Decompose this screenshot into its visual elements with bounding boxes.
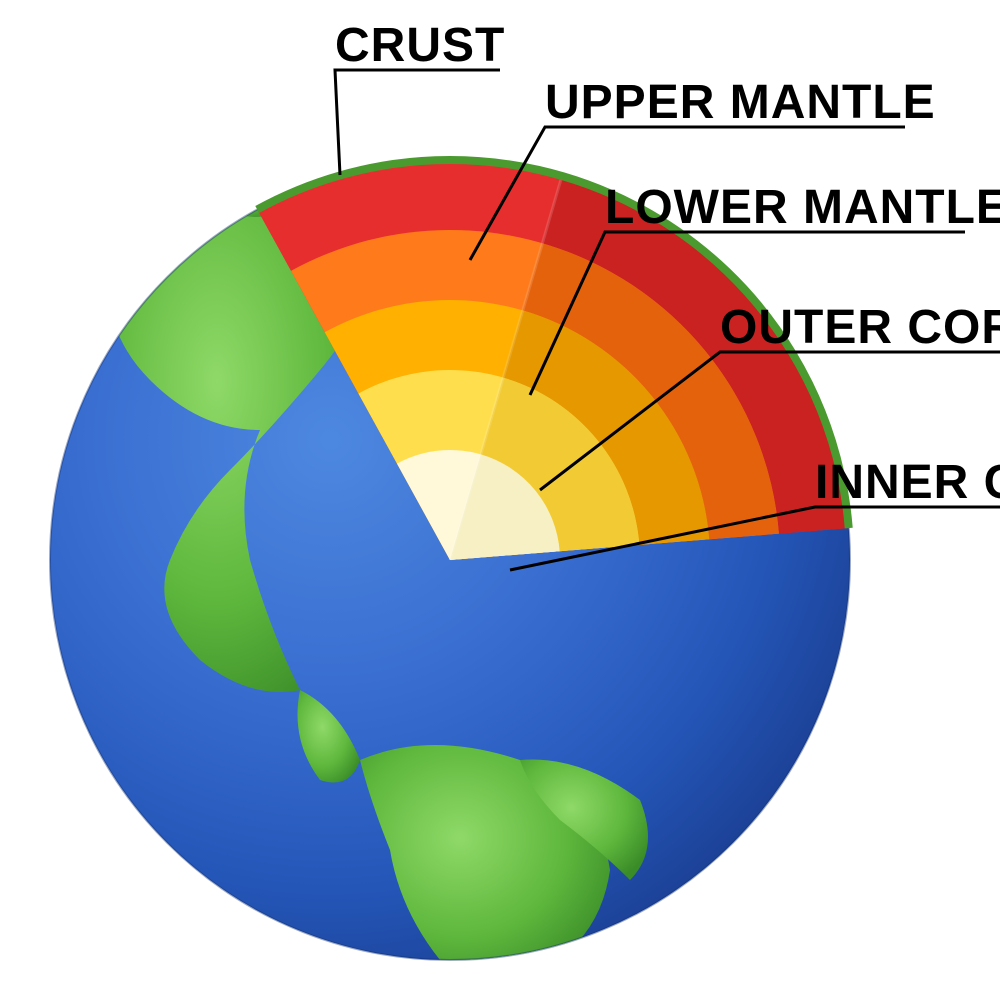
label-upper-mantle: UPPER MANTLE — [545, 75, 936, 132]
label-crust: CRUST — [335, 18, 505, 75]
label-inner-core: INNER CORE — [815, 455, 1000, 512]
label-lower-mantle: LOWER MANTLE — [605, 180, 1000, 237]
label-outer-core: OUTER CORE — [720, 300, 1000, 357]
